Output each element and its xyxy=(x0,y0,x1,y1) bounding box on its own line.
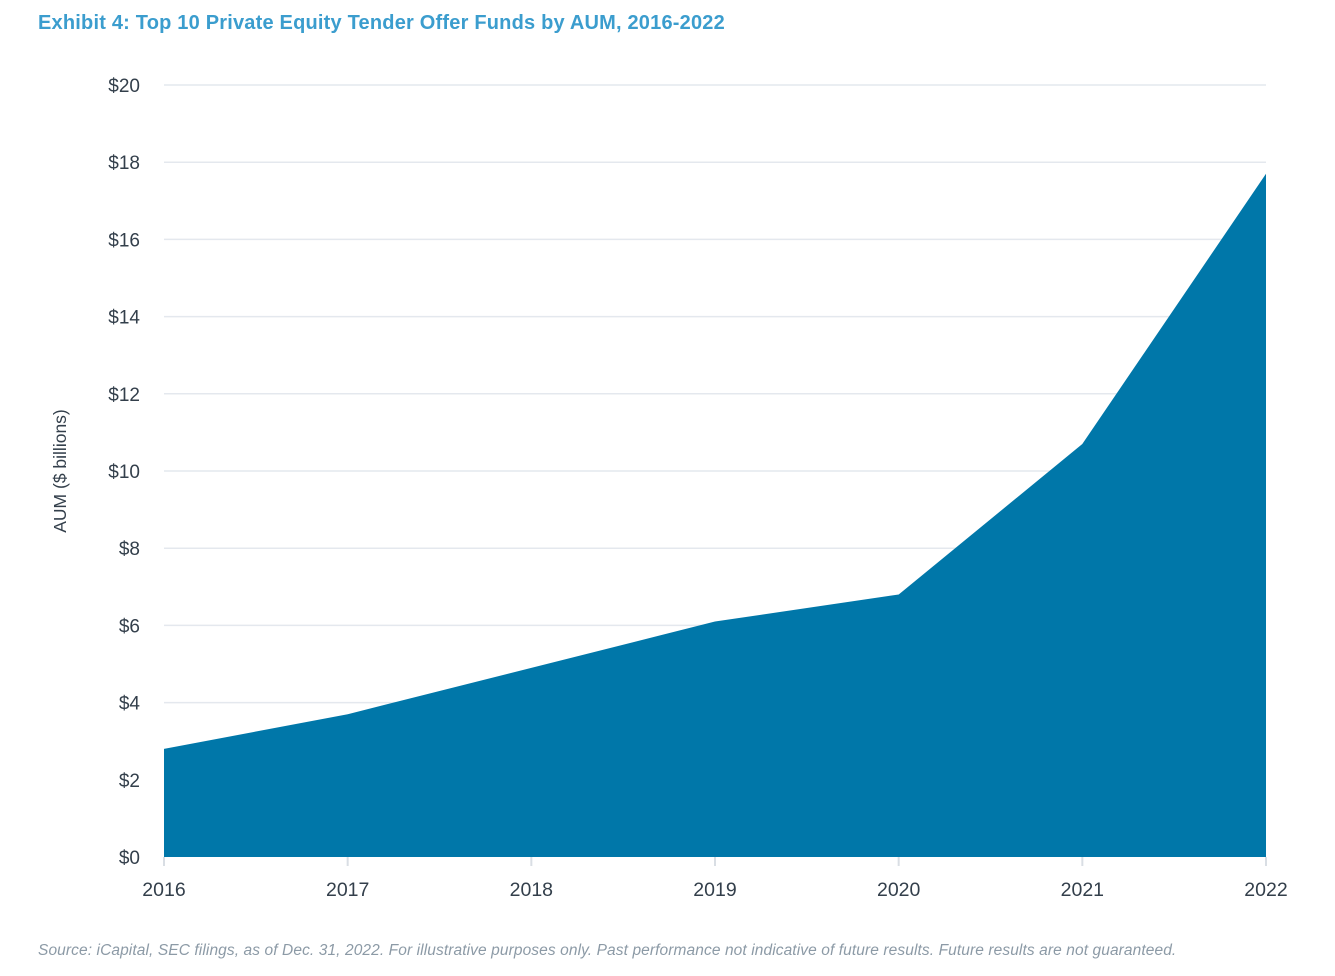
y-axis-title: AUM ($ billions) xyxy=(50,409,70,533)
x-axis-tick-label: 2022 xyxy=(1244,879,1287,901)
chart-title: Exhibit 4: Top 10 Private Equity Tender … xyxy=(38,12,725,34)
y-axis-tick-label: $2 xyxy=(119,771,140,792)
x-axis-tick-label: 2021 xyxy=(1061,879,1104,901)
y-axis-tick-label: $18 xyxy=(108,153,140,174)
x-axis-tick-label: 2019 xyxy=(693,879,736,901)
x-axis-tick-label: 2018 xyxy=(510,879,553,901)
y-axis-tick-label: $12 xyxy=(108,385,140,406)
x-axis-tick-label: 2017 xyxy=(326,879,369,901)
y-axis-tick-label: $10 xyxy=(108,462,140,483)
y-axis-tick-label: $0 xyxy=(119,848,140,869)
y-axis-tick-label: $20 xyxy=(108,76,140,97)
x-axis-tick-label: 2020 xyxy=(877,879,921,901)
source-note: Source: iCapital, SEC filings, as of Dec… xyxy=(38,942,1177,959)
y-axis-tick-label: $6 xyxy=(119,616,140,637)
area-series xyxy=(164,173,1266,858)
y-axis-tick-label: $16 xyxy=(108,230,140,251)
y-axis-tick-label: $8 xyxy=(119,539,140,560)
y-axis-tick-label: $4 xyxy=(119,694,141,715)
x-axis-tick-label: 2016 xyxy=(142,879,185,901)
y-axis-tick-label: $14 xyxy=(108,308,140,329)
